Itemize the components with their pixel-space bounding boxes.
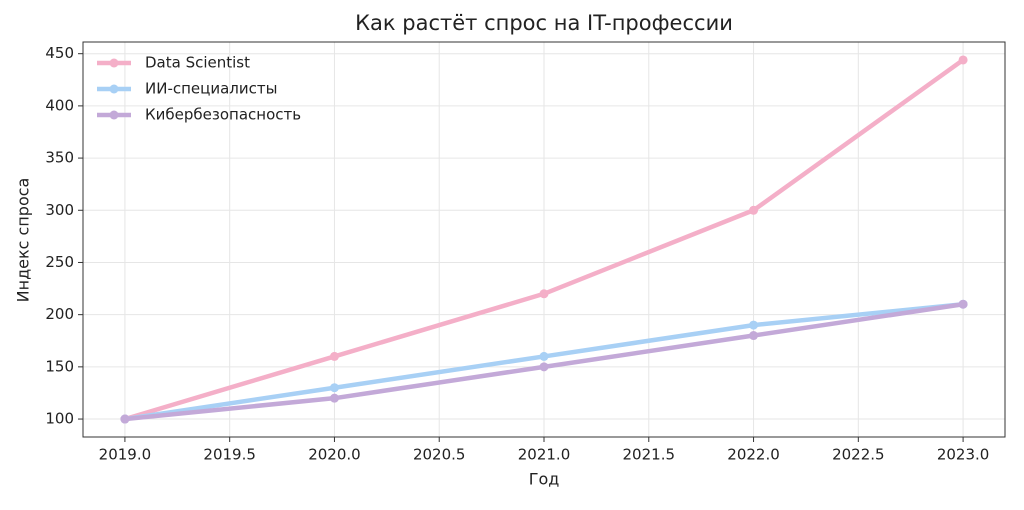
data-point bbox=[539, 362, 549, 372]
x-tick-label: 2021.5 bbox=[623, 446, 676, 464]
legend-marker bbox=[109, 58, 119, 68]
y-tick-label: 250 bbox=[45, 253, 74, 271]
x-tick-label: 2023.0 bbox=[937, 446, 990, 464]
data-point bbox=[749, 205, 759, 215]
y-tick-label: 450 bbox=[45, 44, 74, 62]
x-tick-label: 2022.5 bbox=[832, 446, 885, 464]
y-tick-label: 350 bbox=[45, 149, 74, 167]
plot-frame bbox=[82, 41, 1006, 438]
legend-marker bbox=[109, 84, 119, 94]
data-point bbox=[539, 289, 549, 299]
y-tick-label: 400 bbox=[45, 96, 74, 114]
x-tick-label: 2019.5 bbox=[203, 446, 256, 464]
x-tick-label: 2021.0 bbox=[518, 446, 571, 464]
data-point bbox=[749, 331, 759, 341]
data-point bbox=[329, 383, 339, 393]
x-tick-label: 2020.5 bbox=[413, 446, 466, 464]
legend-label: Data Scientist bbox=[145, 54, 250, 72]
x-tick-label: 2020.0 bbox=[308, 446, 361, 464]
data-point bbox=[329, 351, 339, 361]
y-tick-label: 150 bbox=[45, 357, 74, 375]
x-tick-label: 2019.0 bbox=[99, 446, 152, 464]
data-point bbox=[958, 299, 968, 309]
legend-marker bbox=[109, 110, 119, 120]
y-tick-label: 100 bbox=[45, 410, 74, 428]
x-axis-label: Год bbox=[529, 470, 560, 489]
x-tick-label: 2022.0 bbox=[727, 446, 780, 464]
data-point bbox=[120, 414, 130, 424]
legend-label: ИИ-специалисты bbox=[145, 80, 277, 98]
data-point bbox=[958, 55, 968, 65]
chart-title: Как растёт спрос на IT-профессии bbox=[355, 11, 733, 35]
y-tick-label: 200 bbox=[45, 305, 74, 323]
data-point bbox=[749, 320, 759, 330]
data-point bbox=[329, 393, 339, 403]
y-tick-label: 300 bbox=[45, 201, 74, 219]
y-axis-label: Индекс спроса bbox=[14, 178, 33, 303]
legend-label: Кибербезопасность bbox=[145, 106, 301, 124]
data-point bbox=[539, 351, 549, 361]
